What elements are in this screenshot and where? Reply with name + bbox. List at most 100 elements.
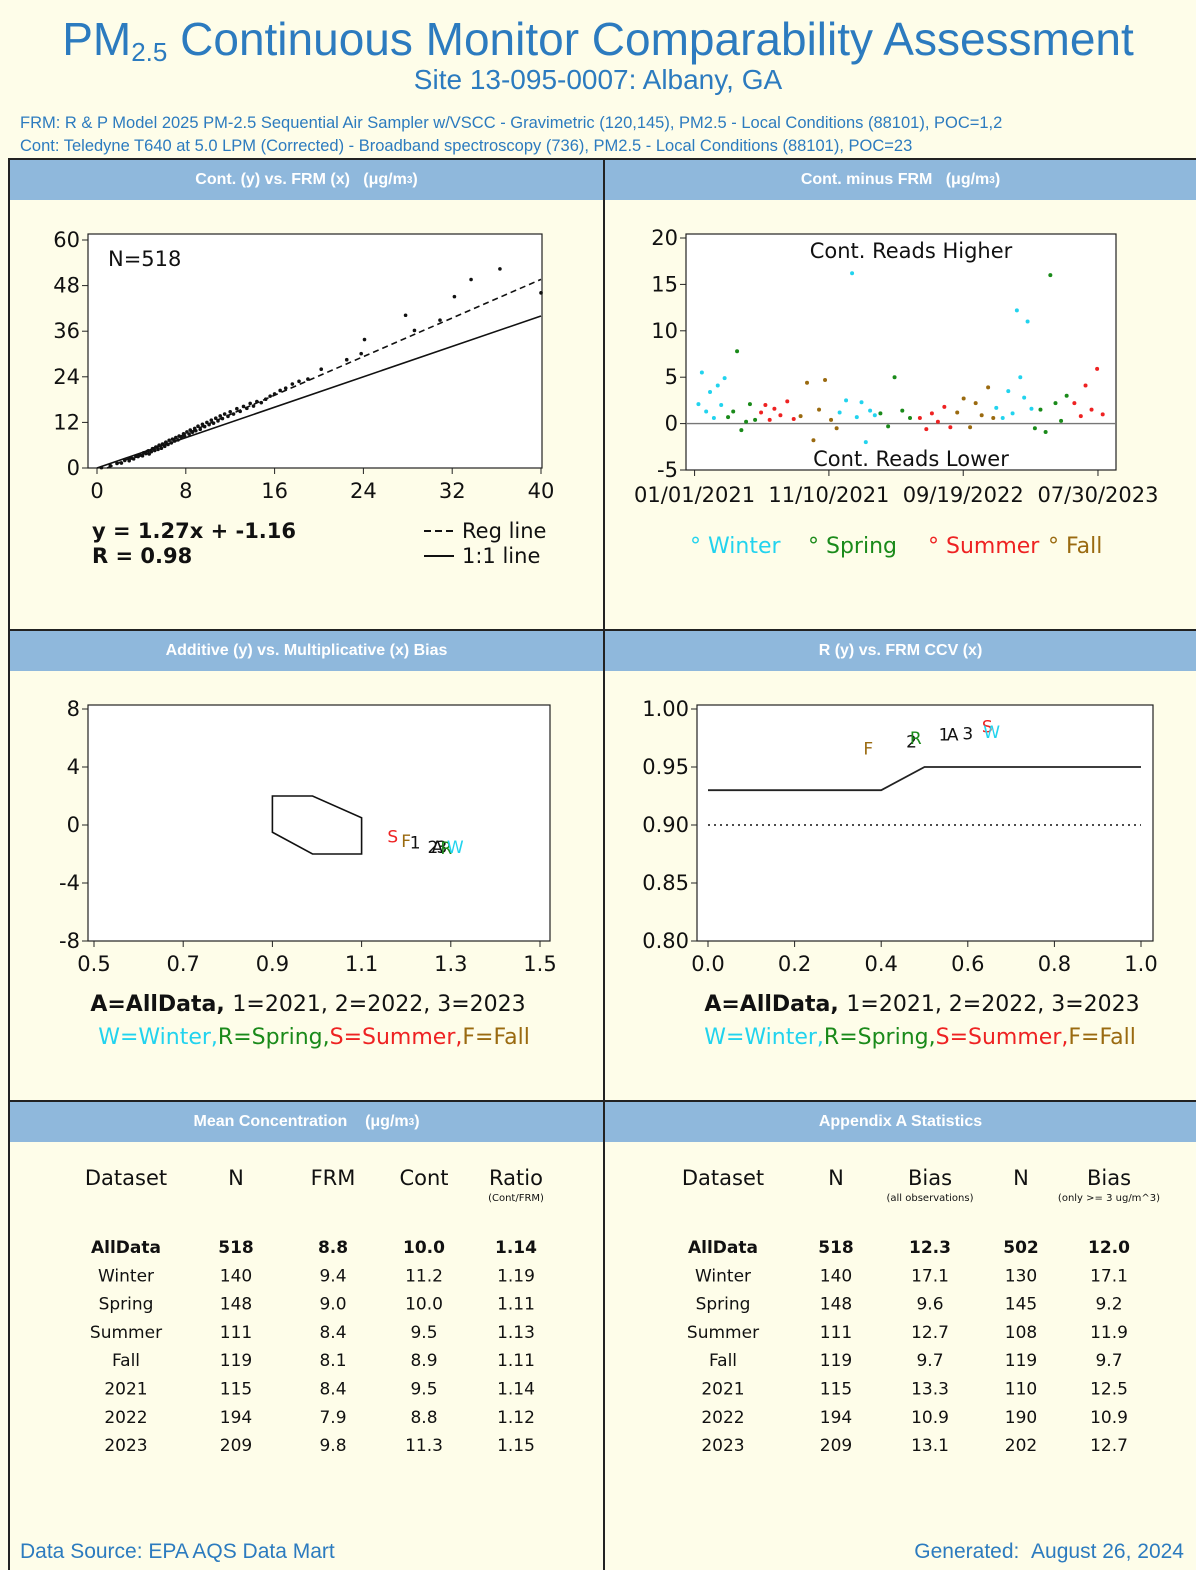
point-summer — [1078, 414, 1083, 419]
legend-summer: ° Summer — [928, 534, 1040, 559]
legend-spring: ° Spring — [808, 534, 897, 559]
point-spring — [1043, 429, 1048, 434]
legend-span: 1=2021, 2=2022, 3=2023 — [232, 992, 525, 1017]
point-winter — [1022, 395, 1027, 400]
point-winter — [859, 400, 864, 405]
legend-datasets: A=AllData, 1=2021, 2=2022, 3=2023 — [90, 992, 525, 1017]
x-tick-label: 0.7 — [166, 952, 199, 976]
x-tick-label: 0.4 — [864, 952, 897, 976]
table-cell: 119 — [820, 1351, 852, 1371]
legend-seasons: W=Winter,R=Spring,S=Summer,F=Fall — [704, 1025, 1136, 1050]
data-point — [278, 388, 282, 393]
data-point — [182, 434, 187, 439]
table-cell: 11.2 — [405, 1266, 443, 1286]
table-cell: 110 — [1005, 1380, 1037, 1400]
data-point — [146, 449, 150, 453]
legend-span-summer: S=Summer, — [330, 1025, 463, 1050]
header-appendix: Appendix A Statistics — [605, 1102, 1196, 1142]
point-spring — [892, 375, 897, 380]
table-cell: 209 — [820, 1436, 852, 1456]
header-scatter: Cont. (y) vs. FRM (x) (μg/m 3) — [10, 160, 603, 200]
table-cell: 108 — [1005, 1323, 1037, 1343]
data-point — [108, 463, 113, 468]
data-point — [147, 452, 151, 456]
table-cell: 10.0 — [405, 1295, 443, 1315]
point-summer — [942, 404, 947, 409]
cont-description: Cont: Teledyne T640 at 5.0 LPM (Correcte… — [20, 137, 913, 155]
table-cell: 9.0 — [319, 1295, 346, 1315]
table-cell: 1.13 — [497, 1323, 535, 1343]
table-cell: 12.3 — [909, 1238, 951, 1258]
data-point — [122, 458, 127, 463]
table-cell: 8.8 — [410, 1408, 437, 1428]
point-winter — [1000, 416, 1005, 421]
x-tick-label: 1.1 — [345, 952, 378, 976]
point-label-A: A — [947, 726, 959, 746]
point-spring — [886, 424, 891, 429]
data-point — [226, 414, 230, 419]
point-fall — [817, 407, 822, 412]
table-cell: 2022 — [701, 1408, 744, 1428]
x-tick-label: 0.0 — [691, 952, 724, 976]
y-tick-label: -8 — [59, 929, 80, 953]
table-cell: 1.14 — [497, 1380, 535, 1400]
panel-frame — [8, 158, 1196, 1570]
panel-divider-vertical — [603, 158, 605, 1570]
point-label-1: 1 — [939, 726, 950, 746]
y-tick-label: 36 — [53, 319, 80, 343]
data-point — [190, 430, 195, 435]
data-point — [140, 454, 145, 458]
acceptance-polygon — [271, 795, 363, 855]
y-tick-label: 0 — [665, 412, 678, 436]
column-header: Cont — [399, 1166, 448, 1190]
data-point — [290, 382, 295, 386]
table-cell: 10.9 — [1090, 1408, 1128, 1428]
data-point — [263, 397, 268, 402]
data-point — [115, 461, 119, 466]
column-header: Bias — [1087, 1166, 1131, 1190]
table-cell: Fall — [709, 1351, 737, 1371]
point-summer — [763, 403, 768, 408]
reads-lower-label: Cont. Reads Lower — [813, 447, 1009, 471]
x-tick-label: 24 — [350, 479, 377, 503]
x-tick-label: 32 — [439, 479, 466, 503]
table-cell: 2022 — [104, 1408, 147, 1428]
data-point — [235, 406, 239, 411]
table-cell: 8.1 — [319, 1351, 346, 1371]
data-point — [222, 412, 227, 416]
chart-cont-minus-frm: -5 0 5 10 15 20 01/01/2021 11/10/2021 09/19/2022… — [634, 226, 1158, 559]
data-point — [99, 465, 104, 470]
point-summer — [935, 419, 940, 424]
data-point — [344, 357, 349, 362]
point-winter — [719, 403, 724, 408]
point-winter — [1018, 375, 1023, 380]
data-point — [255, 399, 259, 404]
data-point — [176, 438, 180, 442]
data-point — [297, 379, 301, 384]
table-cell: 12.5 — [1090, 1380, 1128, 1400]
legend-span-spring: R=Spring, — [218, 1025, 330, 1050]
reads-higher-label: Cont. Reads Higher — [810, 239, 1013, 263]
point-winter — [711, 416, 716, 421]
regression-line — [106, 278, 542, 469]
legend-one-to-one: 1:1 line — [462, 544, 540, 568]
x-tick-label: 0.6 — [951, 952, 984, 976]
table-cell: 502 — [1003, 1238, 1039, 1258]
point-winter — [994, 405, 999, 410]
legend-reg-line: Reg line — [462, 519, 546, 543]
data-point — [162, 444, 167, 449]
data-point — [220, 416, 225, 421]
table-cell: 11.3 — [405, 1436, 443, 1456]
point-summer — [948, 425, 953, 430]
legend-fall: ° Fall — [1048, 534, 1102, 559]
point-fall — [823, 377, 828, 382]
point-fall — [811, 438, 816, 443]
point-fall — [961, 396, 966, 401]
point-summer — [1095, 366, 1100, 371]
point-label-R: R — [910, 729, 922, 749]
y-tick-label: -5 — [657, 458, 678, 482]
y-tick-label: 8 — [67, 697, 80, 721]
y-tick-label: 0.80 — [642, 929, 689, 953]
data-point — [149, 449, 154, 454]
